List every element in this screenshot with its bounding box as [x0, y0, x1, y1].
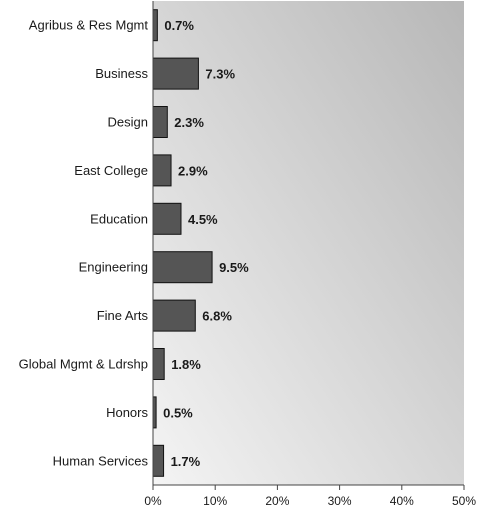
category-labels: Agribus & Res Mgmt Business Design East Col…: [19, 18, 149, 469]
value-label: 4.5%: [188, 212, 218, 227]
value-label: 2.3%: [174, 115, 204, 130]
bar: [152, 444, 165, 477]
value-label: 7.3%: [205, 67, 235, 82]
value-label: 0.5%: [163, 405, 193, 420]
x-tick-label: 0%: [144, 494, 162, 508]
bar: [152, 348, 165, 380]
category-label: East College: [74, 163, 148, 178]
bar: [152, 202, 182, 235]
plot-area: [153, 1, 464, 485]
value-label: 9.5%: [219, 260, 249, 275]
bar: [152, 154, 172, 187]
x-tick-label: 20%: [265, 494, 289, 508]
bar: [152, 299, 196, 332]
value-labels: 0.7% 7.3% 2.3% 2.9% 4.5% 9.5% 6.8% 1.8% 0.5% 1.7%: [163, 18, 249, 469]
bars: [152, 9, 213, 477]
bar: [152, 251, 213, 284]
category-label: Design: [108, 115, 148, 130]
category-label: Human Services: [53, 453, 149, 468]
value-label: 2.9%: [178, 163, 208, 178]
x-tick-label: 10%: [203, 494, 227, 508]
category-label: Engineering: [79, 260, 148, 275]
bar: [152, 57, 199, 90]
x-axis-tick-labels: 0% 10% 20% 30% 40% 50%: [144, 494, 476, 508]
bar: [152, 106, 168, 138]
category-label: Fine Arts: [97, 308, 149, 323]
value-label: 6.8%: [202, 309, 232, 324]
category-label: Business: [95, 66, 148, 81]
x-tick-label: 40%: [390, 494, 414, 508]
category-label: Education: [90, 211, 148, 226]
value-label: 1.8%: [171, 357, 201, 372]
x-tick-label: 30%: [328, 494, 352, 508]
value-label: 0.7%: [164, 18, 194, 33]
category-label: Agribus & Res Mgmt: [29, 18, 149, 33]
value-label: 1.7%: [171, 454, 201, 469]
category-label: Honors: [106, 405, 148, 420]
bar: [152, 9, 158, 42]
x-axis-ticks: [152, 485, 465, 490]
x-tick-label: 50%: [452, 494, 476, 508]
category-label: Global Mgmt & Ldrshp: [19, 357, 148, 372]
